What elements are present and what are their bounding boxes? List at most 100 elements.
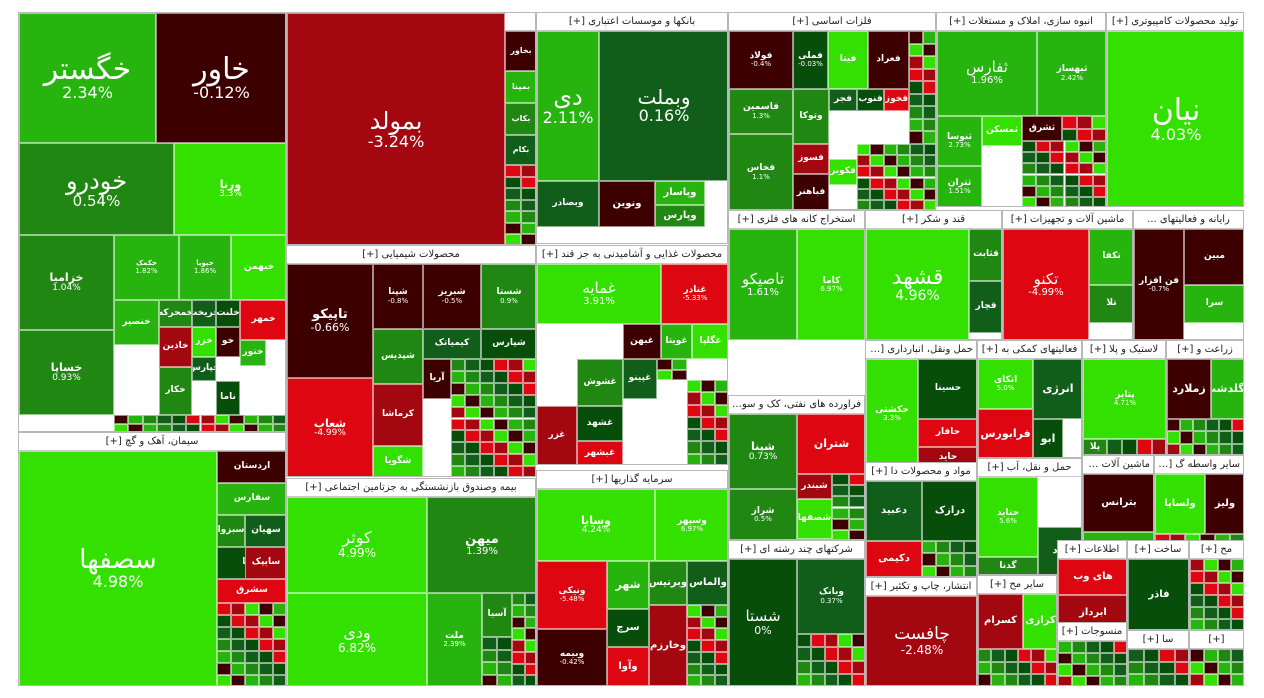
micro-tile[interactable] — [1078, 185, 1093, 197]
micro-tile[interactable] — [508, 406, 523, 419]
stock-tile[interactable]: وآوا — [607, 647, 649, 685]
stock-tile[interactable]: غزر — [537, 406, 577, 464]
stock-tile[interactable]: وبرنیس — [649, 561, 687, 605]
sector-title[interactable]: فعالیتهای کمکی به [+] — [978, 341, 1081, 359]
micro-tile[interactable] — [245, 651, 259, 663]
micro-tile[interactable] — [259, 663, 273, 675]
micro-tile[interactable] — [114, 415, 129, 424]
micro-tile[interactable] — [1217, 674, 1232, 685]
micro-tile[interactable] — [870, 199, 884, 209]
micro-tile[interactable] — [1190, 607, 1204, 619]
micro-tile[interactable] — [186, 424, 201, 431]
micro-tile[interactable] — [1092, 116, 1105, 129]
micro-tile[interactable] — [1022, 141, 1037, 153]
micro-tile[interactable] — [1036, 174, 1051, 186]
micro-tile[interactable] — [1050, 174, 1065, 186]
micro-tile[interactable] — [797, 660, 811, 674]
micro-tile[interactable] — [687, 605, 701, 617]
micro-tile[interactable] — [157, 424, 172, 431]
sector-title[interactable]: مواد و محصولات دا [+] — [866, 463, 976, 481]
micro-tile[interactable] — [245, 663, 259, 675]
micro-tile[interactable] — [1092, 141, 1105, 153]
stock-tile[interactable]: بکاب — [505, 103, 535, 135]
stock-tile[interactable]: غمایه 3.91% — [537, 264, 661, 324]
micro-tile[interactable] — [883, 144, 897, 156]
micro-tile[interactable] — [272, 415, 285, 424]
stock-tile[interactable]: سبزوا — [217, 515, 245, 547]
micro-tile[interactable] — [1078, 141, 1093, 153]
micro-tile[interactable] — [1190, 595, 1204, 607]
stock-tile[interactable]: خگستر 2.34% — [19, 13, 156, 143]
micro-tile[interactable] — [497, 662, 512, 675]
stock-tile[interactable]: فن افزار -0.7% — [1134, 229, 1184, 339]
micro-tile[interactable] — [1159, 649, 1175, 662]
micro-tile[interactable] — [909, 131, 923, 144]
micro-tile[interactable] — [231, 627, 245, 639]
micro-tile[interactable] — [128, 424, 143, 431]
micro-tile[interactable] — [1180, 431, 1193, 444]
stock-tile[interactable]: شستا 0% — [729, 559, 797, 685]
stock-tile[interactable]: غبشهر — [577, 441, 623, 464]
micro-tile[interactable] — [1064, 185, 1079, 197]
stock-tile[interactable]: تاپیکو -0.66% — [287, 264, 373, 378]
stock-tile[interactable]: غشوش — [577, 359, 623, 406]
micro-tile[interactable] — [849, 518, 864, 530]
stock-tile[interactable]: دکیمی — [866, 541, 922, 576]
micro-tile[interactable] — [923, 43, 935, 57]
micro-tile[interactable] — [1143, 661, 1159, 675]
micro-tile[interactable] — [273, 663, 285, 675]
stock-tile[interactable]: فاذر — [1128, 559, 1188, 629]
micro-tile[interactable] — [1114, 641, 1126, 653]
micro-tile[interactable] — [824, 647, 839, 661]
sector-title[interactable]: فراورده های نفتی، کک و سوخت هسته ای [+] — [729, 396, 864, 414]
micro-tile[interactable] — [229, 424, 244, 431]
micro-tile[interactable] — [1231, 619, 1243, 629]
stock-tile[interactable]: فخوز — [884, 89, 909, 111]
micro-tile[interactable] — [524, 593, 535, 605]
micro-tile[interactable] — [522, 359, 535, 371]
stock-tile[interactable]: وسایا 4.24% — [537, 489, 655, 561]
micro-tile[interactable] — [521, 234, 535, 244]
stock-tile[interactable]: خلنت — [216, 300, 240, 327]
micro-tile[interactable] — [508, 370, 523, 383]
stock-tile[interactable]: وبیمه -0.42% — [537, 629, 607, 685]
stock-tile[interactable]: ثفارس 1.96% — [937, 31, 1037, 116]
micro-tile[interactable] — [824, 634, 839, 648]
stock-tile[interactable]: شپدیس — [373, 329, 423, 384]
micro-tile[interactable] — [1072, 675, 1086, 685]
micro-tile[interactable] — [1100, 641, 1114, 653]
micro-tile[interactable] — [200, 424, 215, 431]
micro-tile[interactable] — [497, 637, 512, 650]
micro-tile[interactable] — [849, 507, 864, 519]
micro-tile[interactable] — [810, 634, 825, 648]
micro-tile[interactable] — [923, 166, 935, 178]
micro-tile[interactable] — [1190, 583, 1204, 595]
stock-tile[interactable]: کرازی — [1023, 594, 1056, 649]
micro-tile[interactable] — [838, 634, 853, 648]
micro-tile[interactable] — [909, 56, 923, 69]
stock-tile[interactable]: ختور — [240, 340, 266, 366]
stock-tile[interactable]: وبانک 0.37% — [797, 559, 864, 634]
micro-tile[interactable] — [171, 424, 187, 431]
stock-tile[interactable]: تاصیکو 1.61% — [729, 229, 797, 339]
micro-tile[interactable] — [245, 627, 259, 639]
micro-tile[interactable] — [857, 155, 871, 167]
sector-title[interactable]: حمل و نقل، آب [+] — [978, 459, 1081, 477]
stock-tile[interactable]: فملی -0.03% — [793, 31, 828, 89]
micro-tile[interactable] — [1092, 152, 1105, 164]
micro-tile[interactable] — [171, 415, 187, 424]
micro-tile[interactable] — [512, 651, 525, 664]
micro-tile[interactable] — [229, 415, 244, 424]
micro-tile[interactable] — [479, 430, 494, 443]
stock-tile[interactable]: سرچ — [607, 609, 649, 647]
micro-tile[interactable] — [715, 663, 727, 676]
micro-tile[interactable] — [797, 647, 811, 661]
micro-tile[interactable] — [479, 466, 494, 476]
micro-tile[interactable] — [1092, 163, 1105, 175]
micro-tile[interactable] — [657, 359, 672, 370]
micro-tile[interactable] — [1203, 607, 1218, 619]
stock-tile[interactable]: شپنا 0.73% — [729, 414, 797, 489]
stock-tile[interactable]: خمحرکه — [159, 300, 192, 327]
sector-title[interactable]: ماشین آلات و د [+] — [1083, 456, 1153, 474]
stock-tile[interactable]: ملت 2.39% — [427, 593, 482, 685]
